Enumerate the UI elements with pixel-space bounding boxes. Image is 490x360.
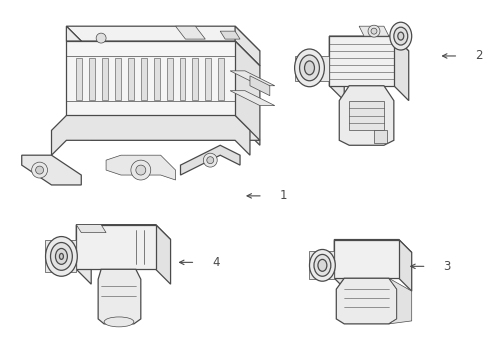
Polygon shape bbox=[294, 56, 329, 81]
Polygon shape bbox=[115, 58, 121, 100]
Circle shape bbox=[371, 28, 377, 34]
Polygon shape bbox=[102, 58, 108, 100]
Polygon shape bbox=[66, 26, 260, 51]
Polygon shape bbox=[193, 58, 198, 100]
Circle shape bbox=[36, 166, 44, 174]
Polygon shape bbox=[51, 116, 250, 155]
Polygon shape bbox=[98, 269, 141, 324]
Ellipse shape bbox=[318, 260, 327, 271]
Circle shape bbox=[131, 160, 151, 180]
Polygon shape bbox=[339, 86, 394, 145]
Polygon shape bbox=[66, 41, 260, 66]
Ellipse shape bbox=[55, 248, 68, 264]
Polygon shape bbox=[76, 225, 156, 269]
Polygon shape bbox=[334, 239, 347, 291]
Ellipse shape bbox=[294, 49, 324, 87]
Polygon shape bbox=[167, 58, 172, 100]
Polygon shape bbox=[76, 225, 91, 284]
Ellipse shape bbox=[398, 32, 404, 40]
Ellipse shape bbox=[394, 27, 408, 45]
Polygon shape bbox=[141, 58, 147, 100]
Polygon shape bbox=[394, 36, 409, 100]
Polygon shape bbox=[310, 251, 334, 279]
Polygon shape bbox=[230, 91, 275, 105]
Polygon shape bbox=[156, 225, 171, 284]
Polygon shape bbox=[76, 225, 106, 233]
Polygon shape bbox=[235, 26, 260, 66]
Polygon shape bbox=[154, 58, 160, 100]
Ellipse shape bbox=[310, 249, 335, 281]
Polygon shape bbox=[329, 36, 394, 86]
Polygon shape bbox=[179, 58, 185, 100]
Polygon shape bbox=[175, 26, 205, 39]
Polygon shape bbox=[66, 116, 260, 140]
Polygon shape bbox=[76, 58, 82, 100]
Circle shape bbox=[96, 33, 106, 43]
Polygon shape bbox=[45, 239, 76, 272]
Text: 4: 4 bbox=[212, 256, 220, 269]
Polygon shape bbox=[205, 58, 211, 100]
Polygon shape bbox=[359, 26, 389, 36]
Ellipse shape bbox=[390, 22, 412, 50]
Polygon shape bbox=[349, 100, 384, 130]
Circle shape bbox=[203, 153, 217, 167]
Polygon shape bbox=[334, 239, 399, 278]
Polygon shape bbox=[66, 26, 91, 66]
Ellipse shape bbox=[104, 317, 134, 327]
Polygon shape bbox=[336, 278, 397, 324]
Polygon shape bbox=[22, 155, 81, 185]
Polygon shape bbox=[250, 76, 270, 96]
Polygon shape bbox=[220, 31, 240, 39]
Polygon shape bbox=[89, 58, 95, 100]
Polygon shape bbox=[389, 278, 412, 324]
Polygon shape bbox=[329, 36, 409, 51]
Polygon shape bbox=[230, 71, 275, 86]
Ellipse shape bbox=[50, 243, 73, 270]
Polygon shape bbox=[218, 58, 224, 100]
Text: 3: 3 bbox=[443, 260, 451, 273]
Ellipse shape bbox=[46, 237, 77, 276]
Ellipse shape bbox=[314, 255, 331, 276]
Polygon shape bbox=[399, 239, 412, 291]
Text: 2: 2 bbox=[475, 49, 483, 63]
Circle shape bbox=[136, 165, 146, 175]
Polygon shape bbox=[329, 36, 344, 100]
Circle shape bbox=[207, 157, 214, 164]
Circle shape bbox=[368, 25, 380, 37]
Polygon shape bbox=[235, 41, 260, 145]
Ellipse shape bbox=[59, 253, 63, 260]
Text: 1: 1 bbox=[280, 189, 287, 202]
Polygon shape bbox=[76, 225, 171, 239]
Polygon shape bbox=[106, 155, 175, 180]
Ellipse shape bbox=[299, 55, 319, 81]
Polygon shape bbox=[334, 239, 412, 252]
Polygon shape bbox=[180, 145, 240, 175]
Polygon shape bbox=[374, 130, 387, 143]
Polygon shape bbox=[66, 41, 235, 116]
Circle shape bbox=[32, 162, 48, 178]
Ellipse shape bbox=[305, 61, 315, 75]
Polygon shape bbox=[128, 58, 134, 100]
